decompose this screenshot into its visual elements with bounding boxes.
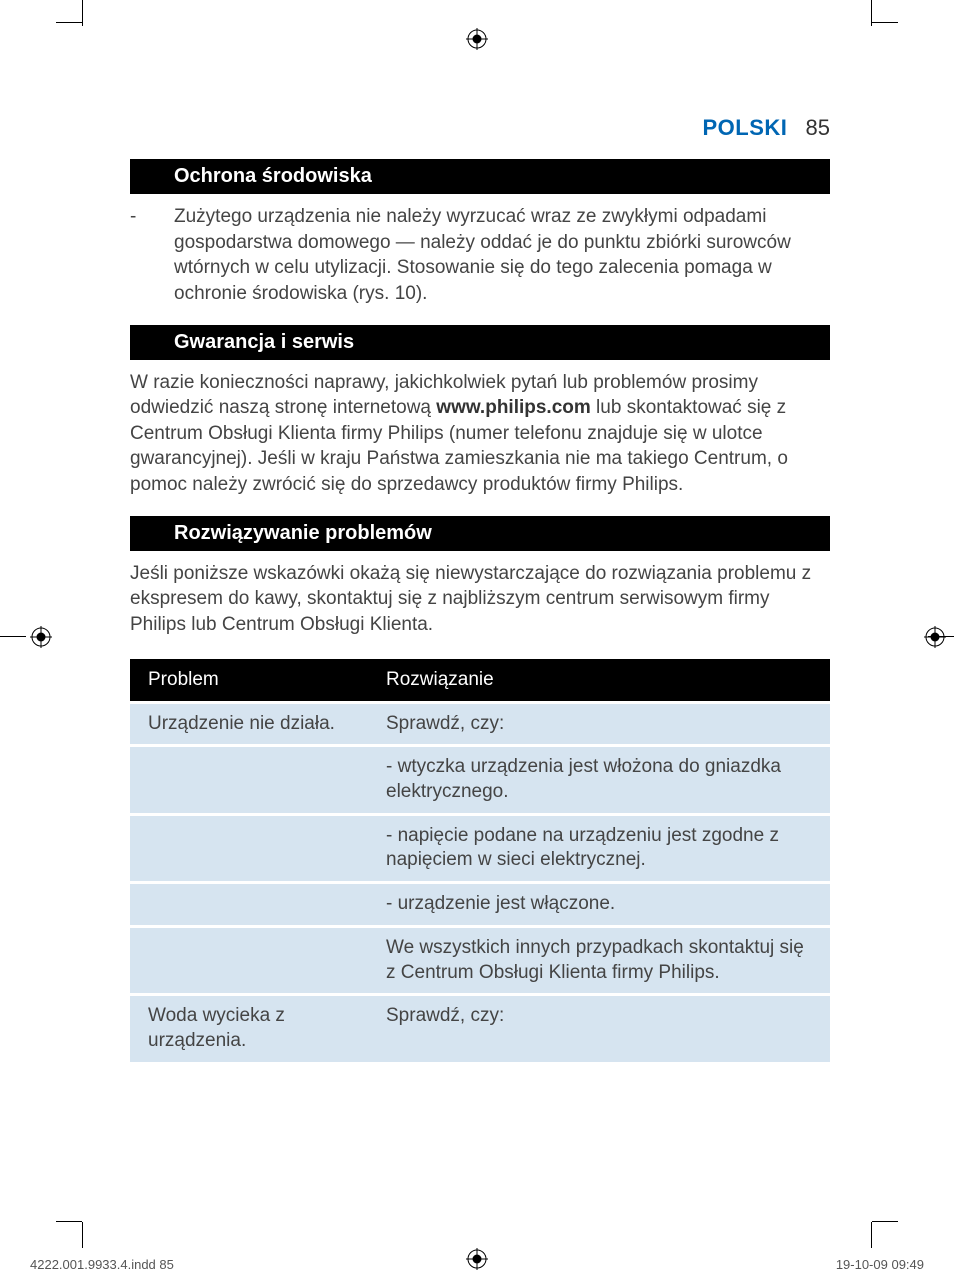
crop-mark	[872, 1221, 898, 1222]
cell-solution: We wszystkich innych przypadkach skontak…	[368, 928, 830, 993]
crop-mark	[871, 1222, 872, 1248]
crop-mark	[82, 1222, 83, 1248]
cell-solution: Sprawdź, czy:	[368, 704, 830, 745]
env-bullet: - Zużytego urządzenia nie należy wyrzuca…	[130, 204, 830, 307]
cell-solution: - urządzenie jest włączone.	[368, 884, 830, 925]
cell-problem	[130, 747, 368, 812]
crop-mark	[56, 22, 82, 23]
registration-mark-icon	[466, 28, 488, 50]
section-bar-environment: Ochrona środowiska	[130, 159, 830, 194]
warranty-text: W razie konieczności naprawy, jakichkolw…	[130, 370, 830, 498]
page-content: POLSKI 85 Ochrona środowiska - Zużytego …	[130, 115, 830, 1065]
table-row: We wszystkich innych przypadkach skontak…	[130, 928, 830, 993]
table-row: Urządzenie nie działa. Sprawdź, czy:	[130, 704, 830, 745]
footer-left: 4222.001.9933.4.indd 85	[30, 1257, 174, 1272]
section-bar-troubleshooting: Rozwiązywanie problemów	[130, 516, 830, 551]
registration-mark-icon	[466, 1248, 488, 1270]
warranty-url: www.philips.com	[436, 397, 590, 418]
table-row: Woda wycieka z urządzenia. Sprawdź, czy:	[130, 996, 830, 1061]
cell-problem	[130, 884, 368, 925]
th-solution: Rozwiązanie	[368, 659, 830, 701]
crop-mark	[82, 0, 83, 26]
cell-problem: Urządzenie nie działa.	[130, 704, 368, 745]
trouble-intro: Jeśli poniższe wskazówki okażą się niewy…	[130, 561, 830, 638]
registration-mark-icon	[924, 626, 946, 648]
th-problem: Problem	[130, 659, 368, 701]
crop-mark	[0, 636, 26, 637]
env-text: Zużytego urządzenia nie należy wyrzucać …	[174, 204, 830, 307]
crop-mark	[872, 22, 898, 23]
language-label: POLSKI	[702, 115, 787, 140]
crop-mark	[871, 0, 872, 26]
table-row: - napięcie podane na urządzeniu jest zgo…	[130, 816, 830, 881]
section-bar-warranty: Gwarancja i serwis	[130, 325, 830, 360]
page-number: 85	[806, 115, 830, 140]
bullet-dash: -	[130, 204, 174, 307]
cell-problem	[130, 928, 368, 993]
cell-solution: - napięcie podane na urządzeniu jest zgo…	[368, 816, 830, 881]
cell-solution: Sprawdź, czy:	[368, 996, 830, 1061]
registration-mark-icon	[30, 626, 52, 648]
table-row: - wtyczka urządzenia jest włożona do gni…	[130, 747, 830, 812]
footer-right: 19-10-09 09:49	[836, 1257, 924, 1272]
page-header: POLSKI 85	[130, 115, 830, 141]
table-row: - urządzenie jest włączone.	[130, 884, 830, 925]
troubleshoot-table: Problem Rozwiązanie Urządzenie nie dział…	[130, 656, 830, 1065]
cell-solution: - wtyczka urządzenia jest włożona do gni…	[368, 747, 830, 812]
cell-problem	[130, 816, 368, 881]
cell-problem: Woda wycieka z urządzenia.	[130, 996, 368, 1061]
crop-mark	[56, 1221, 82, 1222]
